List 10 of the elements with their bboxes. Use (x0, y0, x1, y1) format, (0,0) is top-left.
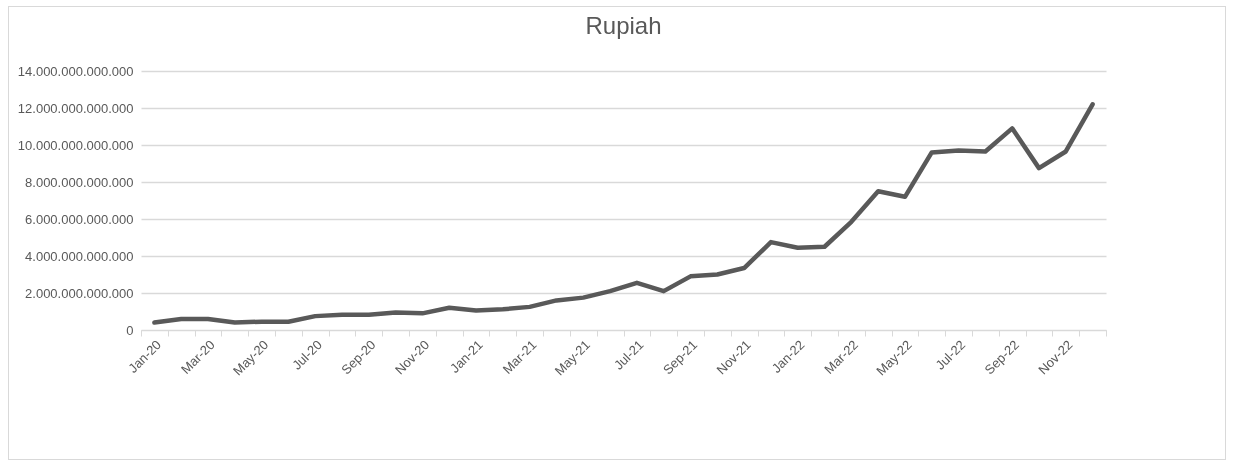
y-tick-label: 8.000.000.000.000 (25, 174, 134, 190)
line-series (152, 102, 1095, 325)
y-tick-label: 10.000.000.000.000 (17, 137, 134, 153)
y-tick-label: 4.000.000.000.000 (25, 248, 134, 264)
chart-title: Rupiah (585, 12, 662, 39)
y-tick-label: 12.000.000.000.000 (17, 100, 134, 116)
y-tick-label: 0 (126, 322, 134, 338)
y-tick-label: 14.000.000.000.000 (17, 63, 134, 79)
y-tick-label: 6.000.000.000.000 (25, 211, 134, 227)
y-tick-label: 2.000.000.000.000 (25, 285, 134, 301)
